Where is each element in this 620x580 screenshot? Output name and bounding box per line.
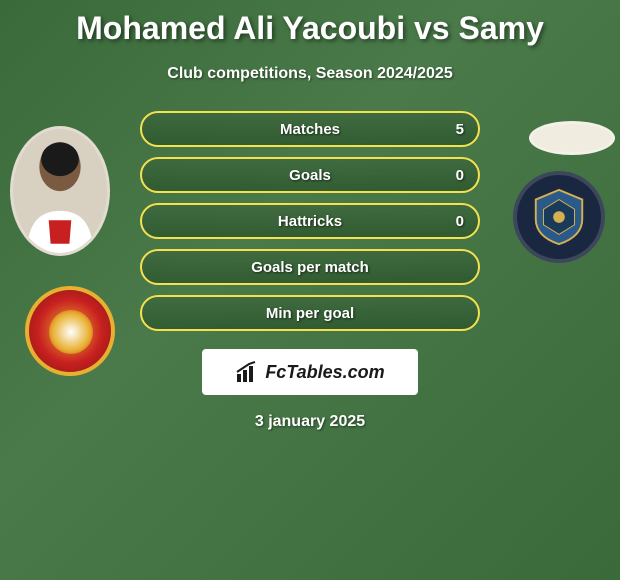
stat-value-right: 5 <box>456 121 464 138</box>
team-left-badge <box>25 286 115 376</box>
team-right-badge <box>513 171 605 263</box>
stat-label: Min per goal <box>266 305 354 322</box>
date-text: 3 january 2025 <box>0 413 620 431</box>
brand-text: FcTables.com <box>265 362 384 383</box>
stat-pill: Matches 5 <box>140 111 480 147</box>
stat-pill: Hattricks 0 <box>140 203 480 239</box>
player-photo-icon <box>13 131 107 253</box>
stat-pill: Min per goal <box>140 295 480 331</box>
stat-row-goals: Goals 0 <box>140 157 480 193</box>
subtitle: Club competitions, Season 2024/2025 <box>0 65 620 83</box>
stat-row-hattricks: Hattricks 0 <box>140 203 480 239</box>
stat-row-goals-per-match: Goals per match <box>140 249 480 285</box>
stat-value-right: 0 <box>456 213 464 230</box>
player-right-avatar <box>529 121 615 155</box>
stat-pill: Goals 0 <box>140 157 480 193</box>
page-title: Mohamed Ali Yacoubi vs Samy <box>0 0 620 47</box>
player-left-avatar <box>10 126 110 256</box>
stat-row-matches: Matches 5 <box>140 111 480 147</box>
stat-row-min-per-goal: Min per goal <box>140 295 480 331</box>
stat-label: Goals per match <box>251 259 369 276</box>
chart-icon <box>235 360 259 384</box>
brand-badge[interactable]: FcTables.com <box>202 349 418 395</box>
stat-label: Goals <box>289 167 331 184</box>
comparison-content: Matches 5 Goals 0 Hattricks 0 Goals per … <box>0 111 620 431</box>
stat-pill: Goals per match <box>140 249 480 285</box>
stat-value-right: 0 <box>456 167 464 184</box>
stat-label: Matches <box>280 121 340 138</box>
stat-label: Hattricks <box>278 213 342 230</box>
